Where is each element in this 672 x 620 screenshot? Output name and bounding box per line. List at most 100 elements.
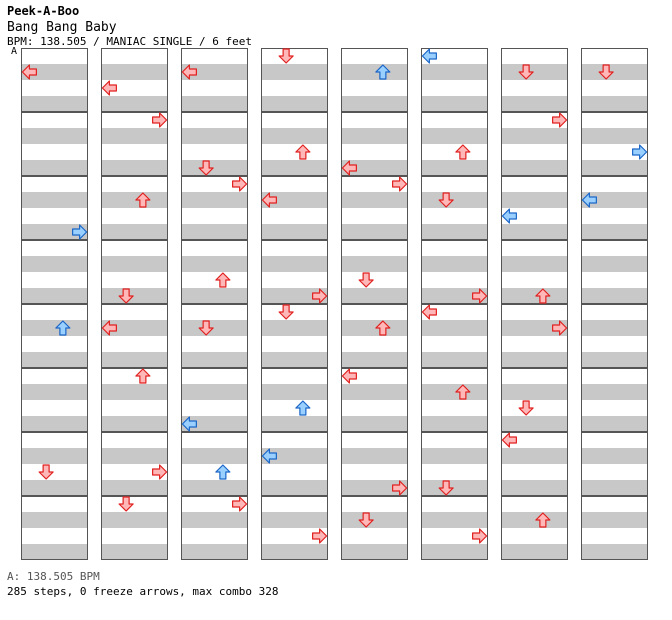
chart-column bbox=[341, 48, 408, 560]
measure-box bbox=[341, 304, 408, 368]
arrow-up-icon bbox=[455, 144, 471, 160]
beat-stripe bbox=[581, 448, 648, 464]
beat-stripe bbox=[21, 64, 88, 80]
beat-stripe bbox=[501, 288, 568, 304]
measure-box bbox=[21, 176, 88, 240]
beat-stripe bbox=[21, 480, 88, 496]
beat-stripe bbox=[341, 480, 408, 496]
beat-stripe bbox=[181, 224, 248, 240]
beat-stripe bbox=[181, 288, 248, 304]
arrow-down-icon bbox=[358, 272, 374, 288]
beat-stripe bbox=[101, 544, 168, 560]
measure-box bbox=[501, 176, 568, 240]
measure-box bbox=[581, 176, 648, 240]
arrow-down-icon bbox=[38, 464, 54, 480]
beat-stripe bbox=[341, 544, 408, 560]
beat-stripe bbox=[421, 416, 488, 432]
measure-box bbox=[21, 48, 88, 112]
measure-box bbox=[341, 496, 408, 560]
measure-box bbox=[501, 304, 568, 368]
beat-stripe bbox=[581, 128, 648, 144]
arrow-right-icon bbox=[312, 288, 328, 304]
chart-title: Peek-A-Boo bbox=[7, 4, 80, 18]
arrow-left-icon bbox=[341, 160, 357, 176]
beat-stripe bbox=[421, 224, 488, 240]
arrow-right-icon bbox=[72, 224, 88, 240]
beat-stripe bbox=[261, 96, 328, 112]
measure-box bbox=[581, 48, 648, 112]
bpm-summary: A: 138.505 BPM bbox=[7, 570, 100, 583]
measure-box bbox=[261, 432, 328, 496]
beat-stripe bbox=[261, 448, 328, 464]
chart-meta: BPM: 138.505 / MANIAC SINGLE / 6 feet bbox=[7, 35, 253, 48]
beat-stripe bbox=[101, 448, 168, 464]
measure-box bbox=[421, 496, 488, 560]
beat-stripe bbox=[581, 192, 648, 208]
measure-box bbox=[181, 112, 248, 176]
measure-box bbox=[101, 304, 168, 368]
arrow-down-icon bbox=[438, 192, 454, 208]
beat-stripe bbox=[501, 544, 568, 560]
beat-stripe bbox=[581, 512, 648, 528]
arrow-right-icon bbox=[232, 496, 248, 512]
beat-stripe bbox=[21, 288, 88, 304]
measure-box bbox=[581, 112, 648, 176]
beat-stripe bbox=[421, 96, 488, 112]
beat-stripe bbox=[181, 192, 248, 208]
beat-stripe bbox=[341, 320, 408, 336]
beat-stripe bbox=[501, 160, 568, 176]
beat-stripe bbox=[181, 448, 248, 464]
beat-stripe bbox=[421, 128, 488, 144]
arrow-down-icon bbox=[118, 496, 134, 512]
beat-stripe bbox=[101, 224, 168, 240]
measure-box bbox=[421, 48, 488, 112]
arrow-up-icon bbox=[55, 320, 71, 336]
beat-stripe bbox=[501, 128, 568, 144]
beat-stripe bbox=[421, 64, 488, 80]
measure-box bbox=[421, 176, 488, 240]
beat-stripe bbox=[181, 320, 248, 336]
beat-stripe bbox=[21, 512, 88, 528]
beat-stripe bbox=[421, 288, 488, 304]
beat-stripe bbox=[21, 544, 88, 560]
measure-box bbox=[421, 240, 488, 304]
beat-stripe bbox=[181, 128, 248, 144]
beat-stripe bbox=[581, 480, 648, 496]
beat-stripe bbox=[181, 384, 248, 400]
measure-box bbox=[261, 496, 328, 560]
arrow-left-icon bbox=[421, 48, 437, 64]
beat-stripe bbox=[341, 192, 408, 208]
chart-column bbox=[581, 48, 648, 560]
beat-stripe bbox=[181, 256, 248, 272]
beat-stripe bbox=[101, 512, 168, 528]
beat-stripe bbox=[261, 192, 328, 208]
beat-stripe bbox=[21, 384, 88, 400]
beat-stripe bbox=[421, 256, 488, 272]
measure-box bbox=[261, 240, 328, 304]
beat-stripe bbox=[581, 288, 648, 304]
beat-stripe bbox=[421, 160, 488, 176]
measure-box bbox=[261, 176, 328, 240]
beat-stripe bbox=[261, 256, 328, 272]
arrow-right-icon bbox=[392, 480, 408, 496]
measure-box bbox=[501, 496, 568, 560]
arrow-right-icon bbox=[312, 528, 328, 544]
beat-stripe bbox=[501, 96, 568, 112]
arrow-left-icon bbox=[181, 416, 197, 432]
chart-column bbox=[421, 48, 488, 560]
measure-box bbox=[501, 240, 568, 304]
beat-stripe bbox=[581, 320, 648, 336]
beat-stripe bbox=[581, 544, 648, 560]
beat-stripe bbox=[581, 96, 648, 112]
beat-stripe bbox=[501, 448, 568, 464]
chart-column bbox=[181, 48, 248, 560]
measure-box bbox=[581, 240, 648, 304]
measure-box bbox=[501, 432, 568, 496]
beat-stripe bbox=[341, 416, 408, 432]
measure-box bbox=[101, 48, 168, 112]
beat-stripe bbox=[421, 512, 488, 528]
beat-stripe bbox=[501, 256, 568, 272]
arrow-left-icon bbox=[501, 208, 517, 224]
beat-stripe bbox=[501, 384, 568, 400]
